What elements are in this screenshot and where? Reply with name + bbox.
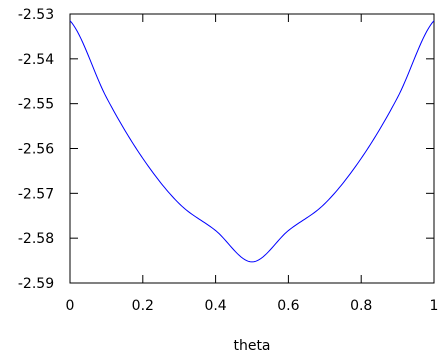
- y-tick-label: -2.54: [18, 52, 54, 68]
- x-tick-label: 0: [66, 298, 75, 314]
- tick-labels: 0 0.2 0.4 0.6 0.8 1 -2.53 -2.54 -2.55 -2.56 -2.57 -…: [18, 7, 439, 314]
- y-tick-label: -2.55: [18, 97, 54, 113]
- y-tick-label: -2.53: [18, 7, 54, 23]
- x-tick-label: 0.2: [132, 298, 154, 314]
- series-line: [69, 20, 435, 263]
- plot-frame: [69, 13, 435, 284]
- x-axis-label: theta: [233, 338, 270, 354]
- ticks: [69, 13, 435, 284]
- x-tick-label: 0.4: [204, 298, 226, 314]
- x-tick-label: 0.8: [350, 298, 372, 314]
- x-tick-label: 0.6: [277, 298, 299, 314]
- x-tick-label: 1: [430, 298, 439, 314]
- y-tick-label: -2.58: [18, 231, 54, 247]
- y-tick-label: -2.59: [18, 276, 54, 292]
- y-tick-label: -2.56: [18, 142, 54, 158]
- y-tick-label: -2.57: [18, 186, 54, 202]
